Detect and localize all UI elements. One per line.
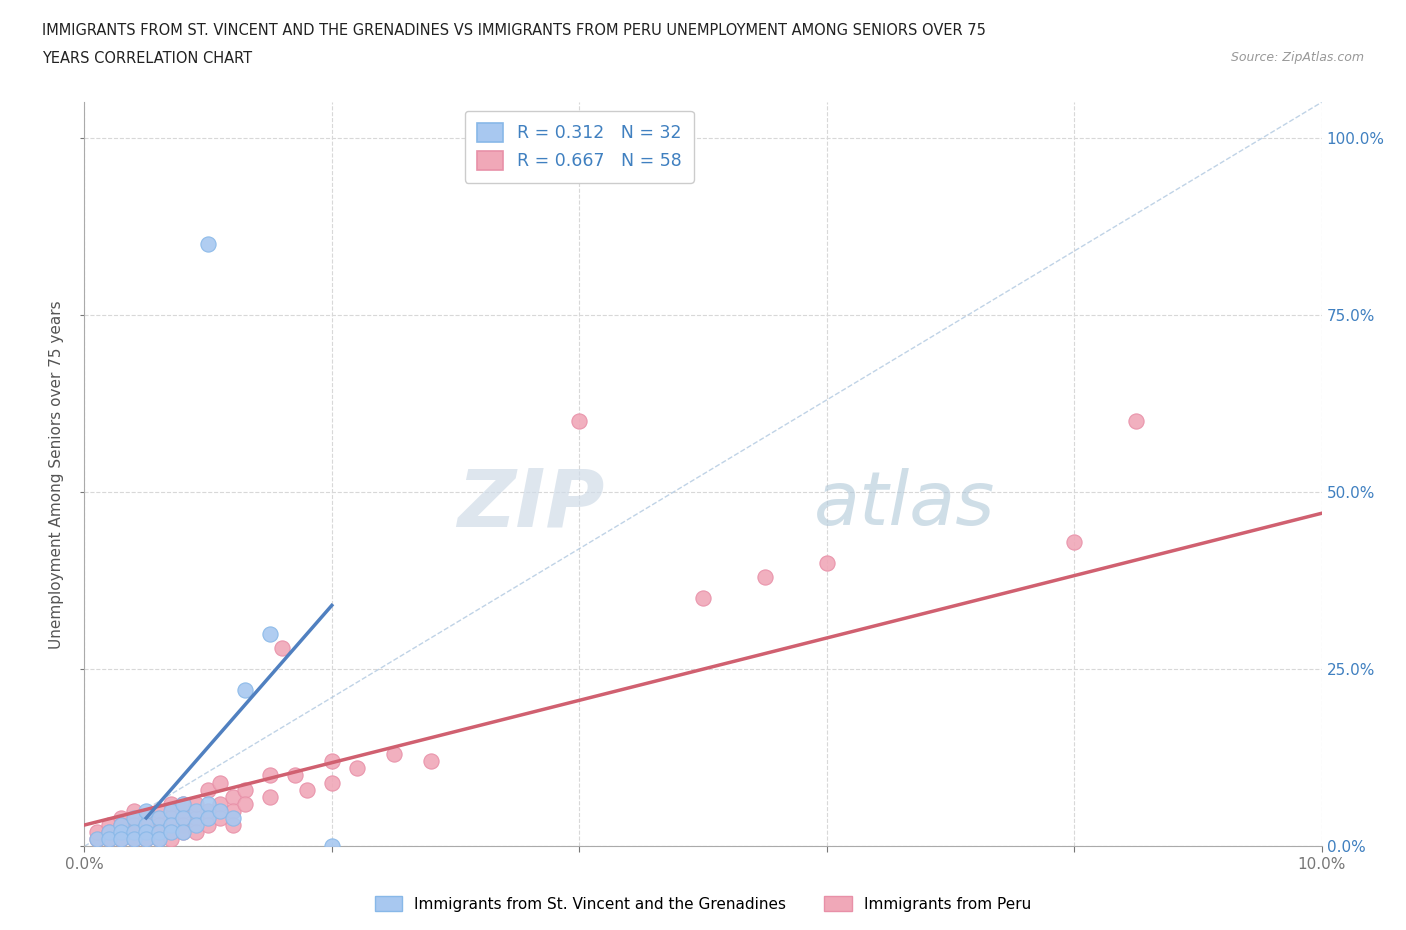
Point [382,747,405,762]
Legend: R = 0.312   N = 32, R = 0.667   N = 58: R = 0.312 N = 32, R = 0.667 N = 58 [465,111,693,182]
Point [321,754,343,769]
Point [148,825,170,840]
Point [172,825,194,840]
Point [148,831,170,846]
Point [160,831,183,846]
Point [271,641,294,656]
Point [148,825,170,840]
Point [148,831,170,846]
Point [172,796,194,811]
Point [172,825,194,840]
Point [122,831,145,846]
Point [160,825,183,840]
Point [148,811,170,826]
Point [209,811,232,826]
Point [135,817,157,832]
Point [135,831,157,846]
Point [98,831,121,846]
Point [815,555,838,570]
Point [197,796,219,811]
Point [172,817,194,832]
Point [110,817,132,832]
Point [259,626,281,641]
Point [122,817,145,832]
Point [110,831,132,846]
Point [122,831,145,846]
Point [86,825,108,840]
Point [184,817,207,832]
Point [184,811,207,826]
Point [209,804,232,818]
Point [172,811,194,826]
Point [321,839,343,854]
Point [1125,414,1147,429]
Point [110,825,132,840]
Point [148,804,170,818]
Point [346,761,368,776]
Point [135,831,157,846]
Point [222,817,245,832]
Point [160,811,183,826]
Point [122,825,145,840]
Point [197,782,219,797]
Point [110,825,132,840]
Point [160,825,183,840]
Point [222,804,245,818]
Point [197,236,219,251]
Point [197,804,219,818]
Point [160,796,183,811]
Point [197,811,219,826]
Point [122,825,145,840]
Point [86,831,108,846]
Point [259,768,281,783]
Point [122,804,145,818]
Point [197,817,219,832]
Point [172,804,194,818]
Point [233,782,256,797]
Point [184,804,207,818]
Point [135,804,157,818]
Point [98,831,121,846]
Legend: Immigrants from St. Vincent and the Grenadines, Immigrants from Peru: Immigrants from St. Vincent and the Gren… [368,890,1038,918]
Point [148,817,170,832]
Point [135,825,157,840]
Point [184,796,207,811]
Text: atlas: atlas [814,468,995,540]
Point [110,831,132,846]
Point [321,775,343,790]
Point [86,831,108,846]
Point [284,768,307,783]
Point [222,811,245,826]
Point [172,796,194,811]
Point [135,811,157,826]
Point [419,754,441,769]
Point [135,825,157,840]
Point [259,790,281,804]
Point [98,817,121,832]
Point [98,825,121,840]
Text: IMMIGRANTS FROM ST. VINCENT AND THE GRENADINES VS IMMIGRANTS FROM PERU UNEMPLOYM: IMMIGRANTS FROM ST. VINCENT AND THE GREN… [42,23,986,38]
Point [122,811,145,826]
Point [209,796,232,811]
Point [160,804,183,818]
Point [110,817,132,832]
Point [692,591,714,605]
Point [160,817,183,832]
Point [209,775,232,790]
Point [184,825,207,840]
Y-axis label: Unemployment Among Seniors over 75 years: Unemployment Among Seniors over 75 years [49,300,65,648]
Point [233,796,256,811]
Point [110,811,132,826]
Point [754,569,776,584]
Point [1063,534,1085,549]
Text: ZIP: ZIP [457,465,605,543]
Point [222,790,245,804]
Point [568,414,591,429]
Point [233,683,256,698]
Text: YEARS CORRELATION CHART: YEARS CORRELATION CHART [42,51,252,66]
Text: Source: ZipAtlas.com: Source: ZipAtlas.com [1230,51,1364,64]
Point [295,782,318,797]
Point [98,825,121,840]
